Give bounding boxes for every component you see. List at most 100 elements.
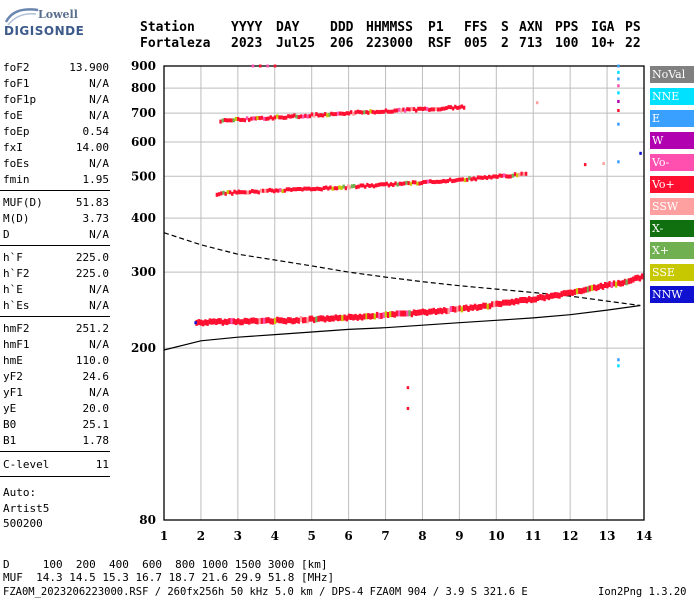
echo-point: [317, 113, 320, 118]
param-value: 14.00: [75, 141, 109, 154]
param-key: B0: [3, 418, 17, 431]
echo-point: [465, 304, 468, 311]
echo-point: [329, 185, 332, 190]
echo-point: [391, 109, 394, 114]
sparse-echo-point: [617, 77, 620, 81]
file-info: FZA0M_2023206223000.RSF / 260fx256h 50 k…: [3, 586, 528, 598]
echo-point: [417, 309, 420, 316]
echo-point: [632, 276, 635, 283]
echo-point: [281, 189, 284, 194]
plot-border: [163, 65, 645, 521]
y-tick-label: 400: [131, 211, 156, 225]
echo-point: [267, 317, 270, 324]
param-row: B0 25.1: [3, 417, 109, 432]
x-tick-label: 2: [197, 529, 205, 543]
param-key: h`F: [3, 251, 23, 264]
param-key: foEp: [3, 125, 30, 138]
echo-point: [430, 107, 433, 112]
header-label: DAY: [276, 20, 300, 35]
param-value: 25.1: [82, 418, 110, 431]
echo-point: [569, 289, 572, 296]
param-value: N/A: [89, 338, 109, 351]
echo-traces: [195, 104, 644, 327]
x-tick-label: 4: [271, 529, 279, 543]
param-value: N/A: [89, 109, 109, 122]
header-label: DDD: [330, 20, 354, 35]
echo-point: [243, 317, 246, 324]
echo-point: [347, 111, 351, 116]
echo-point: [447, 105, 450, 110]
echo-point: [334, 314, 337, 321]
echo-point: [324, 112, 327, 117]
echo-point: [534, 296, 537, 303]
echo-point: [380, 312, 383, 319]
echo-point: [233, 189, 236, 194]
echo-point: [293, 113, 296, 118]
echo-point: [434, 107, 438, 111]
param-key: h`E: [3, 283, 23, 296]
sparse-echo-point: [583, 163, 587, 167]
sparse-echo-point: [617, 64, 620, 68]
header-value: 223000: [366, 36, 413, 51]
profile-dashed-line: [163, 232, 641, 307]
param-value: N/A: [89, 228, 109, 241]
echo-point: [625, 279, 628, 286]
echo-point: [269, 115, 272, 120]
echo-point: [210, 318, 214, 325]
echo-point: [551, 292, 555, 299]
header-label: IGA: [591, 20, 615, 35]
echo-point: [456, 305, 459, 312]
x-tick-label: 8: [418, 529, 426, 543]
echo-point: [262, 116, 266, 121]
echo-point: [412, 107, 416, 112]
param-key: foF2: [3, 61, 30, 74]
echo-point: [373, 313, 377, 320]
y-tick-label: 300: [131, 265, 156, 279]
echo-point: [373, 110, 377, 115]
echo-point: [440, 308, 444, 315]
echo-point: [378, 110, 381, 115]
echo-point: [223, 118, 227, 122]
header-label: Station: [140, 20, 195, 35]
echo-point: [428, 308, 431, 315]
echo-point: [617, 279, 620, 286]
echo-point: [573, 288, 577, 295]
legend-item: Vo-: [650, 154, 694, 171]
y-tick-label: 800: [131, 81, 156, 95]
param-value: N/A: [89, 386, 109, 399]
echo-point: [443, 307, 446, 314]
echo-point: [371, 109, 374, 114]
param-row: yF1 N/A: [3, 385, 109, 400]
echo-point: [347, 313, 351, 320]
echo-point: [262, 317, 266, 324]
echo-point: [451, 106, 455, 111]
echo-point: [432, 107, 435, 112]
echo-point: [560, 291, 563, 298]
param-row: h`F2 225.0: [3, 266, 109, 281]
echo-point: [252, 317, 255, 324]
echo-point: [256, 115, 259, 120]
echo-point: [398, 181, 402, 186]
echo-point: [493, 301, 496, 308]
echo-point: [313, 187, 317, 192]
echo-point: [220, 191, 223, 196]
echo-point: [265, 116, 268, 121]
echo-point: [384, 311, 388, 318]
x-tick-label: 10: [488, 529, 505, 543]
echo-point: [400, 181, 404, 186]
echo-point: [304, 317, 307, 324]
echo-point: [259, 188, 263, 193]
echo-point: [523, 297, 526, 303]
echo-point: [258, 116, 261, 121]
echo-point: [472, 176, 475, 181]
echo-point: [553, 292, 557, 299]
echo-point: [440, 179, 443, 184]
echo-point: [525, 297, 529, 304]
echo-point: [395, 310, 399, 317]
echo-point: [510, 298, 514, 305]
sparse-echo-point: [273, 64, 277, 68]
echo-point: [282, 318, 286, 324]
echo-point: [407, 181, 410, 186]
echo-point: [273, 318, 277, 324]
echo-point: [521, 297, 524, 303]
